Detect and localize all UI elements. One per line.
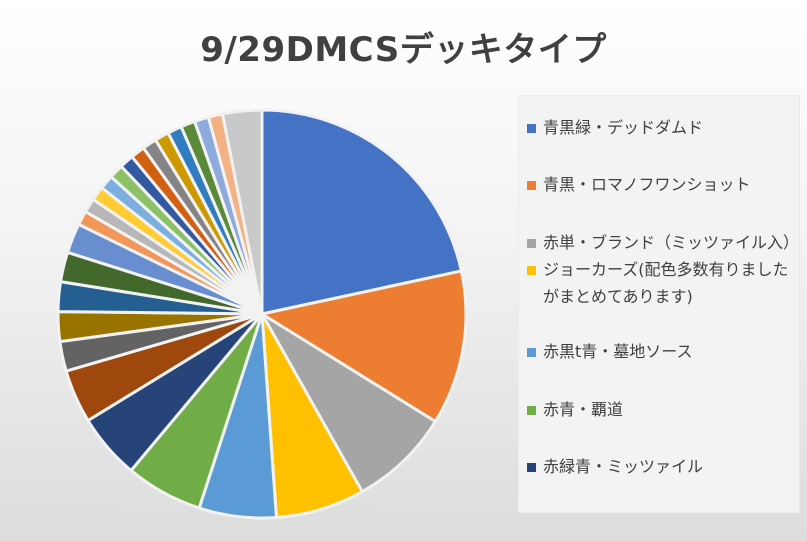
pie-slice-2: [260, 269, 468, 424]
pie-slices: [56, 108, 468, 520]
legend-label: 赤単・ブランド（ミッツァイル入）: [543, 233, 800, 252]
legend-swatch: [527, 124, 536, 133]
legend-label: 青黒・ロマノフワンショット: [543, 175, 751, 194]
legend-item: 赤青・覇道: [527, 396, 793, 423]
legend-label: 赤黒t青・墓地ソース: [543, 342, 693, 361]
legend-label: ジョーカーズ(配色多数有りましたがまとめてあります): [543, 260, 789, 306]
legend-item: 赤緑青・ミッツァイル: [527, 453, 793, 480]
legend-swatch: [527, 181, 536, 190]
legend-label: 赤青・覇道: [543, 400, 624, 419]
legend-swatch: [527, 463, 536, 472]
legend-item: 赤黒t青・墓地ソース: [527, 338, 793, 365]
legend-item: 青黒緑・デッドダムド: [527, 114, 793, 141]
pie-slice-3: [260, 312, 437, 494]
chart-title: 9/29DMCSデッキタイプ: [200, 30, 607, 70]
legend-swatch: [527, 266, 536, 275]
pie-slice-1: [260, 108, 463, 316]
legend-swatch: [527, 239, 536, 248]
legend-label: 青黒緑・デッドダムド: [543, 118, 704, 137]
legend-label: 赤緑青・ミッツァイル: [543, 457, 704, 476]
chart-legend: 青黒緑・デッドダムド青黒・ロマノフワンショット赤単・ブランド（ミッツァイル入） ジ…: [518, 95, 800, 513]
legend-swatch: [527, 348, 536, 357]
legend-swatch: [527, 406, 536, 415]
legend-item: ジョーカーズ(配色多数有りましたがまとめてあります): [527, 256, 793, 310]
legend-item: 赤単・ブランド（ミッツァイル入）: [527, 229, 799, 256]
legend-item: 青黒・ロマノフワンショット: [527, 171, 793, 198]
pie-slice-27: [221, 108, 264, 316]
